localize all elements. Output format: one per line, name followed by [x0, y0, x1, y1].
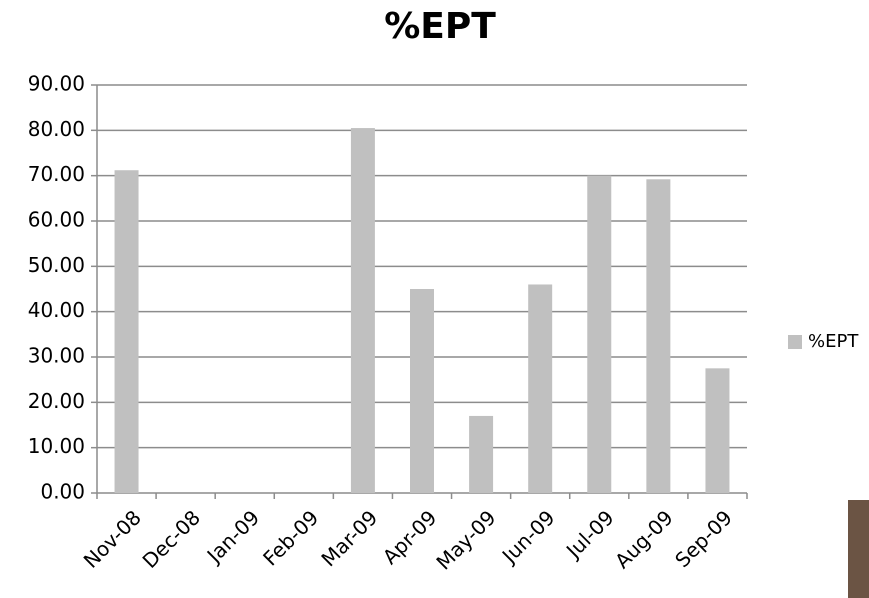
- bar: [351, 128, 375, 493]
- y-tick-label: 60.00: [28, 208, 85, 232]
- bar: [646, 179, 670, 493]
- y-tick-label: 10.00: [28, 434, 85, 458]
- bar: [528, 284, 552, 493]
- y-tick-label: 30.00: [28, 344, 85, 368]
- bar: [115, 170, 139, 493]
- bar: [705, 368, 729, 493]
- y-tick-label: 70.00: [28, 162, 85, 186]
- y-tick-label: 80.00: [28, 117, 85, 141]
- bar: [410, 289, 434, 493]
- legend-label: %EPT: [808, 331, 859, 352]
- chart-title: %EPT: [384, 6, 496, 47]
- y-tick-label: 50.00: [28, 253, 85, 277]
- y-tick-label: 40.00: [28, 298, 85, 322]
- y-tick-label: 90.00: [28, 72, 85, 96]
- y-tick-label: 0.00: [40, 480, 85, 504]
- legend-swatch: [788, 335, 802, 349]
- chart: %EPT 0.00 10.00 20.00 30.00 40.00 50.00 60.00 7…: [0, 0, 869, 598]
- image-fragment: [848, 500, 869, 598]
- bar: [469, 416, 493, 493]
- y-tick-label: 20.00: [28, 389, 85, 413]
- bar: [587, 176, 611, 493]
